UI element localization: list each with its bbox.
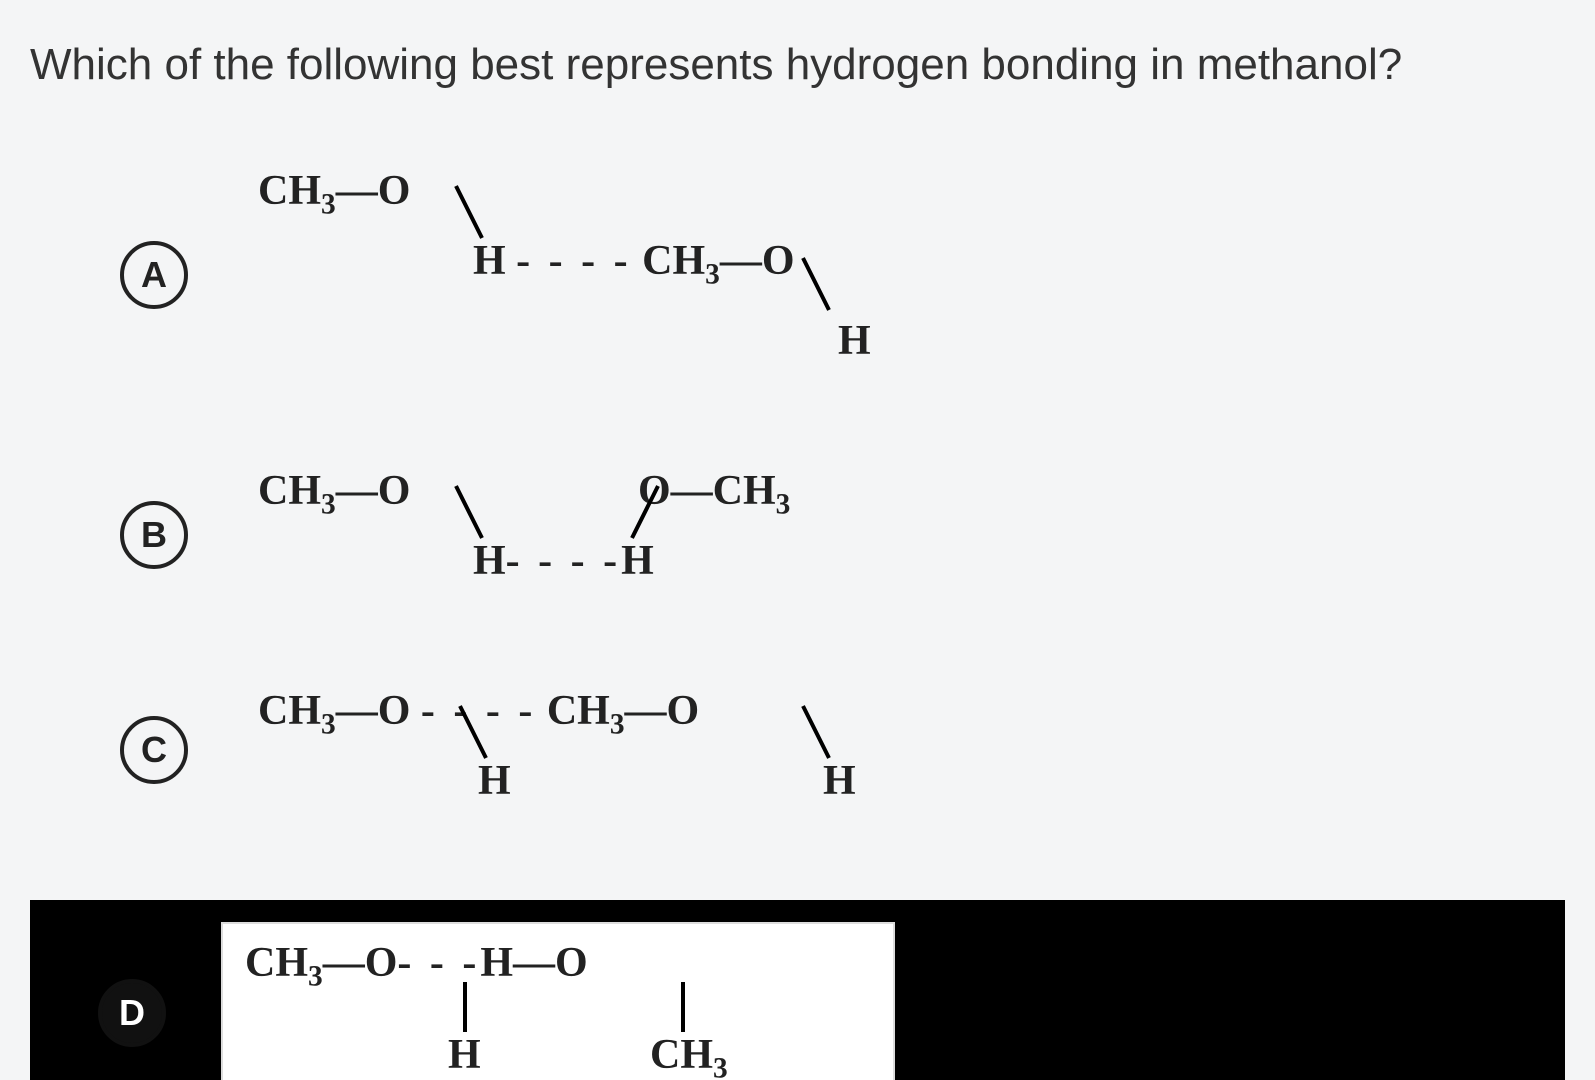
h-text: H bbox=[480, 940, 513, 986]
ch3-text: CH bbox=[258, 688, 321, 734]
h-text: H bbox=[473, 538, 506, 584]
bond-slash bbox=[803, 706, 833, 761]
hbond-dots: - - - bbox=[397, 940, 480, 986]
bond-slash bbox=[628, 486, 658, 541]
bond-slash bbox=[803, 258, 833, 313]
sub3: 3 bbox=[713, 1052, 728, 1080]
option-a[interactable]: A CH3—O H - - - - CH3—O H bbox=[120, 170, 1565, 380]
o-text: O bbox=[555, 940, 588, 986]
ch3-text: CH bbox=[258, 168, 321, 214]
h-text: H bbox=[823, 758, 856, 804]
o-text: O bbox=[378, 688, 411, 734]
o-text: O bbox=[378, 168, 411, 214]
ch3-text: CH bbox=[650, 1032, 713, 1078]
bond: — bbox=[513, 940, 555, 986]
bond-slash bbox=[460, 706, 490, 761]
option-letter-a: A bbox=[120, 241, 188, 309]
structure-b: CH3—O O—CH3 H- - - -H bbox=[258, 470, 1018, 600]
h-text: H bbox=[473, 238, 506, 284]
o-text: O bbox=[762, 238, 795, 284]
hbond-dots: - - - - bbox=[516, 238, 631, 284]
option-d-selected[interactable]: D CH3—O- - -H—O H CH3 bbox=[30, 900, 1565, 1080]
bond: — bbox=[671, 468, 713, 514]
h-text: H bbox=[838, 318, 871, 364]
structure-d: CH3—O- - -H—O H CH3 bbox=[245, 942, 865, 1080]
sub3: 3 bbox=[321, 708, 336, 740]
question-text: Which of the following best represents h… bbox=[30, 40, 1565, 90]
option-letter-d: D bbox=[98, 979, 166, 1047]
bond: — bbox=[323, 940, 365, 986]
o-text: O bbox=[667, 688, 700, 734]
bond: — bbox=[625, 688, 667, 734]
vertical-bond bbox=[463, 982, 467, 1032]
sub3: 3 bbox=[321, 488, 336, 520]
ch3-text: CH bbox=[245, 940, 308, 986]
option-letter-c: C bbox=[120, 716, 188, 784]
bond-slash bbox=[456, 486, 486, 541]
ch3-text: CH bbox=[547, 688, 610, 734]
structure-c: CH3—O - - - - CH3—O H H bbox=[258, 690, 1078, 810]
h-text: H bbox=[478, 758, 511, 804]
bond: — bbox=[720, 238, 762, 284]
bond: — bbox=[336, 468, 378, 514]
bond: — bbox=[336, 688, 378, 734]
ch3-text: CH bbox=[642, 238, 705, 284]
option-b[interactable]: B CH3—O O—CH3 H- - - -H bbox=[120, 470, 1565, 600]
sub3: 3 bbox=[321, 188, 336, 220]
bond-slash bbox=[456, 186, 486, 241]
options-list: A CH3—O H - - - - CH3—O H B CH3—O bbox=[120, 170, 1565, 810]
hbond-dots: - - - - bbox=[506, 538, 621, 584]
sub3: 3 bbox=[610, 708, 625, 740]
structure-a: CH3—O H - - - - CH3—O H bbox=[258, 170, 1018, 380]
bond: — bbox=[336, 168, 378, 214]
option-letter-b: B bbox=[120, 501, 188, 569]
vertical-bond bbox=[681, 982, 685, 1032]
option-c[interactable]: C CH3—O - - - - CH3—O H H bbox=[120, 690, 1565, 810]
sub3: 3 bbox=[776, 488, 791, 520]
h-text: H bbox=[448, 1032, 481, 1078]
ch3-text: CH bbox=[258, 468, 321, 514]
sub3: 3 bbox=[308, 960, 323, 992]
h-text: H bbox=[621, 538, 654, 584]
o-text: O bbox=[365, 940, 398, 986]
o-text: O bbox=[378, 468, 411, 514]
question-page: Which of the following best represents h… bbox=[0, 0, 1595, 1080]
ch3-text: CH bbox=[713, 468, 776, 514]
sub3: 3 bbox=[705, 258, 720, 290]
answer-box: CH3—O- - -H—O H CH3 bbox=[221, 922, 895, 1080]
